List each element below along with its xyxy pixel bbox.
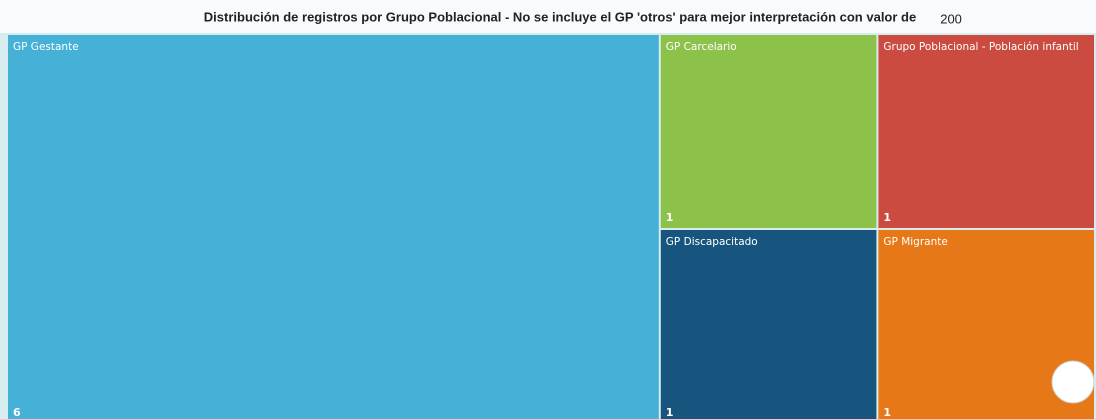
tile-value: 1 <box>883 406 891 419</box>
tile-value: 1 <box>666 406 674 419</box>
treemap: GP Gestante 6 GP Carcelario 1 GP Discapacita… <box>8 35 1094 419</box>
chart-title: Distribución de registros por Grupo Pobl… <box>204 9 916 24</box>
tile <box>660 230 877 419</box>
tile-label: GP Discapacitado <box>666 236 758 248</box>
tile-label: Grupo Poblacional - Población infantil <box>883 41 1078 53</box>
tile <box>878 35 1094 228</box>
title-bar <box>0 0 1096 33</box>
tile-value: 1 <box>666 211 674 224</box>
tile-value: 6 <box>13 406 21 419</box>
tile-label: GP Carcelario <box>666 41 737 53</box>
floating-button[interactable] <box>1051 360 1095 404</box>
tile <box>8 35 659 419</box>
tile-label: GP Gestante <box>13 41 79 53</box>
tile-value: 1 <box>883 211 891 224</box>
tile-label: GP Migrante <box>883 236 947 248</box>
tile <box>660 35 877 228</box>
title-value: 200 <box>940 11 962 26</box>
